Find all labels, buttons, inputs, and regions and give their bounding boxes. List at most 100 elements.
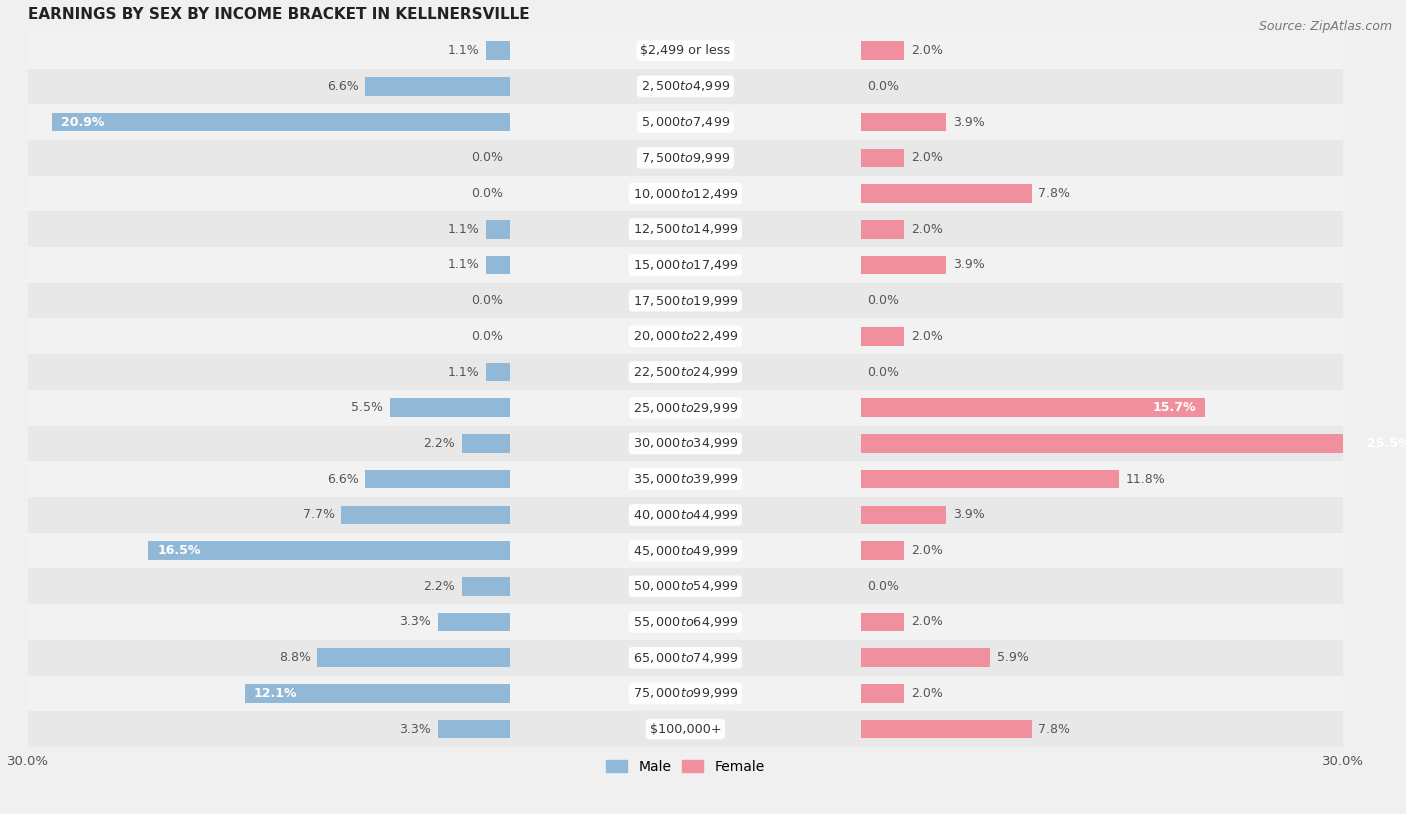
Bar bbox=[860, 113, 946, 131]
Bar bbox=[389, 399, 510, 417]
Text: 8.8%: 8.8% bbox=[278, 651, 311, 664]
Text: 11.8%: 11.8% bbox=[1126, 473, 1166, 486]
Text: $35,000 to $39,999: $35,000 to $39,999 bbox=[633, 472, 738, 486]
Text: 20.9%: 20.9% bbox=[60, 116, 104, 129]
Bar bbox=[860, 649, 990, 667]
Bar bbox=[28, 176, 1343, 212]
Bar bbox=[486, 220, 510, 239]
Text: 15.7%: 15.7% bbox=[1153, 401, 1197, 414]
Text: 2.0%: 2.0% bbox=[911, 151, 943, 164]
Bar bbox=[28, 640, 1343, 676]
Text: 5.5%: 5.5% bbox=[352, 401, 382, 414]
Bar bbox=[28, 354, 1343, 390]
Bar bbox=[860, 42, 904, 60]
Text: 6.6%: 6.6% bbox=[328, 473, 359, 486]
Bar bbox=[860, 505, 946, 524]
Bar bbox=[28, 390, 1343, 426]
Text: 7.8%: 7.8% bbox=[1038, 723, 1070, 736]
Legend: Male, Female: Male, Female bbox=[600, 755, 770, 779]
Text: $5,000 to $7,499: $5,000 to $7,499 bbox=[641, 115, 730, 129]
Text: $22,500 to $24,999: $22,500 to $24,999 bbox=[633, 365, 738, 379]
Bar bbox=[28, 282, 1343, 318]
Text: $55,000 to $64,999: $55,000 to $64,999 bbox=[633, 615, 738, 629]
Text: $45,000 to $49,999: $45,000 to $49,999 bbox=[633, 544, 738, 558]
Bar bbox=[28, 33, 1343, 68]
Text: 0.0%: 0.0% bbox=[868, 580, 900, 593]
Text: 2.0%: 2.0% bbox=[911, 330, 943, 343]
Text: $25,000 to $29,999: $25,000 to $29,999 bbox=[633, 400, 738, 415]
Bar bbox=[860, 148, 904, 167]
Bar bbox=[245, 684, 510, 702]
Text: 2.0%: 2.0% bbox=[911, 44, 943, 57]
Text: 0.0%: 0.0% bbox=[471, 187, 503, 200]
Text: EARNINGS BY SEX BY INCOME BRACKET IN KELLNERSVILLE: EARNINGS BY SEX BY INCOME BRACKET IN KEL… bbox=[28, 7, 530, 22]
Text: 0.0%: 0.0% bbox=[868, 365, 900, 379]
Text: $20,000 to $22,499: $20,000 to $22,499 bbox=[633, 330, 738, 344]
Text: 1.1%: 1.1% bbox=[447, 258, 479, 271]
Bar bbox=[860, 613, 904, 632]
Bar bbox=[486, 42, 510, 60]
Text: 1.1%: 1.1% bbox=[447, 223, 479, 236]
Bar bbox=[28, 532, 1343, 568]
Text: 1.1%: 1.1% bbox=[447, 44, 479, 57]
Text: 3.9%: 3.9% bbox=[953, 258, 984, 271]
Bar bbox=[342, 505, 510, 524]
Bar bbox=[860, 541, 904, 560]
Bar bbox=[437, 613, 510, 632]
Bar bbox=[486, 363, 510, 381]
Text: 3.9%: 3.9% bbox=[953, 509, 984, 522]
Bar bbox=[860, 256, 946, 274]
Text: 2.2%: 2.2% bbox=[423, 580, 456, 593]
Bar bbox=[52, 113, 510, 131]
Text: 2.0%: 2.0% bbox=[911, 223, 943, 236]
Bar bbox=[860, 184, 1032, 203]
Bar bbox=[461, 434, 510, 453]
Text: 0.0%: 0.0% bbox=[868, 294, 900, 307]
Text: 0.0%: 0.0% bbox=[868, 80, 900, 93]
Text: 16.5%: 16.5% bbox=[157, 544, 201, 557]
Bar bbox=[486, 256, 510, 274]
Bar bbox=[366, 77, 510, 96]
Bar bbox=[860, 434, 1406, 453]
Bar bbox=[28, 212, 1343, 247]
Bar bbox=[28, 711, 1343, 747]
Text: 2.2%: 2.2% bbox=[423, 437, 456, 450]
Text: 12.1%: 12.1% bbox=[253, 687, 297, 700]
Bar bbox=[28, 604, 1343, 640]
Bar bbox=[860, 399, 1205, 417]
Text: $17,500 to $19,999: $17,500 to $19,999 bbox=[633, 294, 738, 308]
Bar bbox=[28, 68, 1343, 104]
Text: $75,000 to $99,999: $75,000 to $99,999 bbox=[633, 686, 738, 700]
Text: $15,000 to $17,499: $15,000 to $17,499 bbox=[633, 258, 738, 272]
Text: $30,000 to $34,999: $30,000 to $34,999 bbox=[633, 436, 738, 450]
Text: 3.3%: 3.3% bbox=[399, 723, 432, 736]
Text: $2,499 or less: $2,499 or less bbox=[640, 44, 731, 57]
Bar bbox=[860, 327, 904, 346]
Text: $100,000+: $100,000+ bbox=[650, 723, 721, 736]
Bar bbox=[28, 247, 1343, 282]
Bar bbox=[461, 577, 510, 596]
Text: 3.9%: 3.9% bbox=[953, 116, 984, 129]
Text: $50,000 to $54,999: $50,000 to $54,999 bbox=[633, 580, 738, 593]
Bar bbox=[149, 541, 510, 560]
Bar bbox=[28, 426, 1343, 462]
Bar bbox=[28, 104, 1343, 140]
Text: 1.1%: 1.1% bbox=[447, 365, 479, 379]
Bar bbox=[860, 720, 1032, 738]
Text: 0.0%: 0.0% bbox=[471, 330, 503, 343]
Text: 6.6%: 6.6% bbox=[328, 80, 359, 93]
Text: 25.5%: 25.5% bbox=[1367, 437, 1406, 450]
Text: 3.3%: 3.3% bbox=[399, 615, 432, 628]
Bar bbox=[28, 497, 1343, 532]
Bar bbox=[28, 140, 1343, 176]
Text: $2,500 to $4,999: $2,500 to $4,999 bbox=[641, 80, 730, 94]
Text: 7.8%: 7.8% bbox=[1038, 187, 1070, 200]
Bar bbox=[28, 676, 1343, 711]
Text: $12,500 to $14,999: $12,500 to $14,999 bbox=[633, 222, 738, 236]
Text: $7,500 to $9,999: $7,500 to $9,999 bbox=[641, 151, 730, 164]
Text: Source: ZipAtlas.com: Source: ZipAtlas.com bbox=[1258, 20, 1392, 33]
Bar bbox=[437, 720, 510, 738]
Text: 2.0%: 2.0% bbox=[911, 687, 943, 700]
Text: 2.0%: 2.0% bbox=[911, 615, 943, 628]
Text: 2.0%: 2.0% bbox=[911, 544, 943, 557]
